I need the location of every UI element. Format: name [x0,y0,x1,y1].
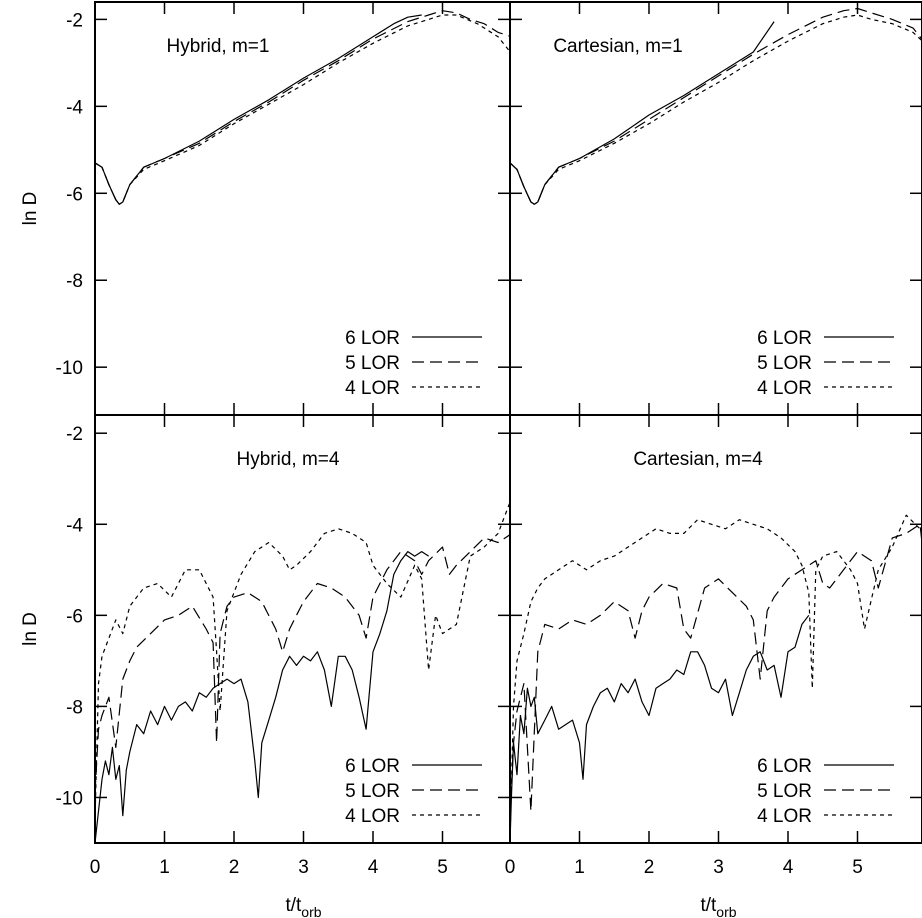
panel-3-xtick-label: 3 [298,857,309,878]
panel-4-xtick-label: 3 [713,857,724,878]
panel-3-series-4-lor [95,500,510,821]
panel-4-series-4-lor [510,514,922,839]
panel-2-title: Cartesian, m=1 [553,36,682,57]
panel-1-plot-area [95,10,510,205]
panel-3-ytick-label: -6 [66,606,83,627]
panel-4-xtick-label: 5 [852,857,863,878]
panel-4-legend-label: 6 LOR [757,756,812,777]
panel-2-legend-label: 6 LOR [757,328,812,349]
panel-3-ytick-label: -8 [66,697,83,718]
panel-3-legend-label: 4 LOR [345,806,400,827]
panel-3-title: Hybrid, m=4 [237,449,340,470]
panel-4-xtick-label: 1 [574,857,585,878]
panel-4-xlabel: t/torb [700,895,736,918]
chart-text: -2 -4 -6 -8 -10 Hybrid, m=1 6 LOR 5 LOR 4 LOR ln … [20,10,894,918]
panel-3-series-5-lor [95,533,510,793]
panel-3-xtick-label: 0 [90,857,101,878]
panel-3-plot-area [95,500,510,843]
panel-4-series-5-lor [510,523,922,821]
panel-3-ytick-label: -10 [56,788,83,809]
panel-4-series-6-lor [510,614,810,843]
panel-1-series-5-lor [95,10,510,205]
plot-frames [94,1,922,844]
panel-3-ytick-label: -4 [66,515,83,536]
panel-1-legend-label: 5 LOR [345,353,400,374]
panel-3-frame [94,414,511,844]
panel-3-xlabel: t/torb [285,895,321,918]
panel-1-frame [94,1,511,416]
panel-1-ytick-label: -2 [66,10,83,31]
panel-4-legend-label: 4 LOR [757,806,812,827]
panel-2-frame [509,1,922,416]
panel-4-xtick-label: 2 [644,857,655,878]
panel-2-plot-area [510,7,922,205]
panel-4-xtick-label: 4 [783,857,794,878]
panel-1-legend-label: 4 LOR [345,378,400,399]
panel-4-plot-area [510,514,922,843]
panel-4-frame [509,414,922,844]
panel-1-ytick-label: -4 [66,97,83,118]
panel-2-legend-label: 5 LOR [757,353,812,374]
panel-3-legend-label: 6 LOR [345,756,400,777]
panel-1-ytick-label: -6 [66,184,83,205]
panel-4-title: Cartesian, m=4 [633,449,763,470]
panel-3-legend-label: 5 LOR [345,781,400,802]
panel-1-ytick-label: -8 [66,271,83,292]
panel-3-xtick-label: 4 [368,857,379,878]
data-series [95,7,922,843]
panel-4-legend-label: 5 LOR [757,781,812,802]
panel-1-legend-label: 6 LOR [345,328,400,349]
panel-3-xtick-label: 1 [159,857,170,878]
panel-2-series-5-lor [510,7,922,205]
panel-3-ytick-label: -2 [66,424,83,445]
panel-1-ytick-label: -10 [56,358,83,379]
panel-1-ylabel: ln D [20,192,41,226]
panel-1-title: Hybrid, m=1 [167,36,270,57]
panel-1-series-4-lor [95,14,510,205]
panel-3-ylabel: ln D [20,612,41,646]
panel-3-xtick-label: 5 [437,857,448,878]
panel-3-xtick-label: 2 [229,857,240,878]
panel-3-series-6-lor [95,550,429,843]
panel-2-legend-label: 4 LOR [757,378,812,399]
panel-4-xtick-label: 0 [505,857,516,878]
